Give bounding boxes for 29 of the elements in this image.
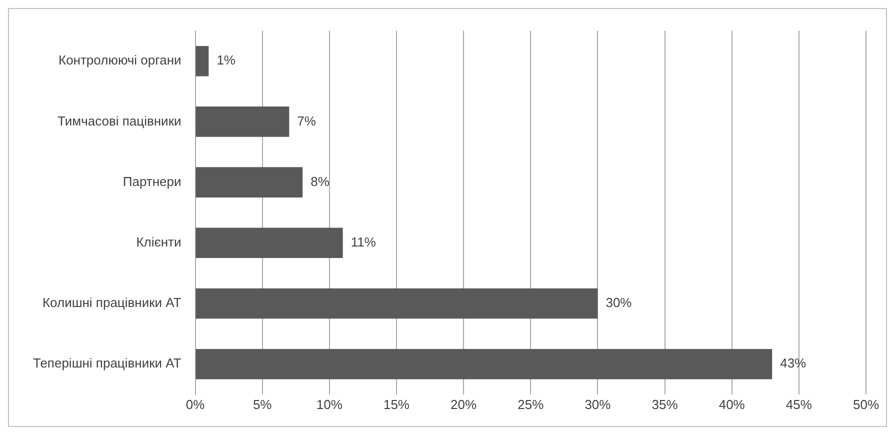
- bar: [196, 106, 290, 137]
- y-tick-label: Колишні працівники АТ: [42, 295, 182, 310]
- bar: [196, 348, 772, 380]
- data-label: 43%: [780, 356, 807, 371]
- y-tick-label: Контролюючі органи: [58, 52, 182, 68]
- data-label: 1%: [216, 52, 236, 68]
- y-tick-label: Партнери: [122, 174, 182, 189]
- x-tick-label: 10%: [316, 396, 343, 412]
- x-tick-label: 45%: [786, 396, 812, 412]
- y-tick-label: Теперішні працівники АТ: [32, 356, 182, 371]
- x-tick-label: 40%: [718, 396, 746, 412]
- x-tick-label: 5%: [252, 396, 272, 412]
- x-tick-label: 35%: [652, 396, 678, 412]
- y-tick-label: Тимчасові пацівники: [58, 113, 182, 128]
- y-tick-label: Клієнти: [136, 234, 182, 250]
- data-label: 30%: [606, 295, 632, 310]
- bar: [196, 167, 303, 198]
- x-tick-label: 50%: [852, 396, 880, 412]
- x-tick-label: 25%: [518, 396, 544, 412]
- bar: [196, 46, 209, 76]
- x-tick-label: 0%: [186, 396, 206, 412]
- x-tick-label: 30%: [584, 396, 612, 412]
- data-label: 8%: [310, 174, 330, 189]
- data-label: 11%: [350, 234, 376, 250]
- bar: [196, 228, 343, 258]
- x-tick-label: 15%: [383, 396, 410, 412]
- x-tick-label: 20%: [450, 396, 478, 412]
- bar: [196, 288, 598, 319]
- data-label: 7%: [297, 113, 316, 128]
